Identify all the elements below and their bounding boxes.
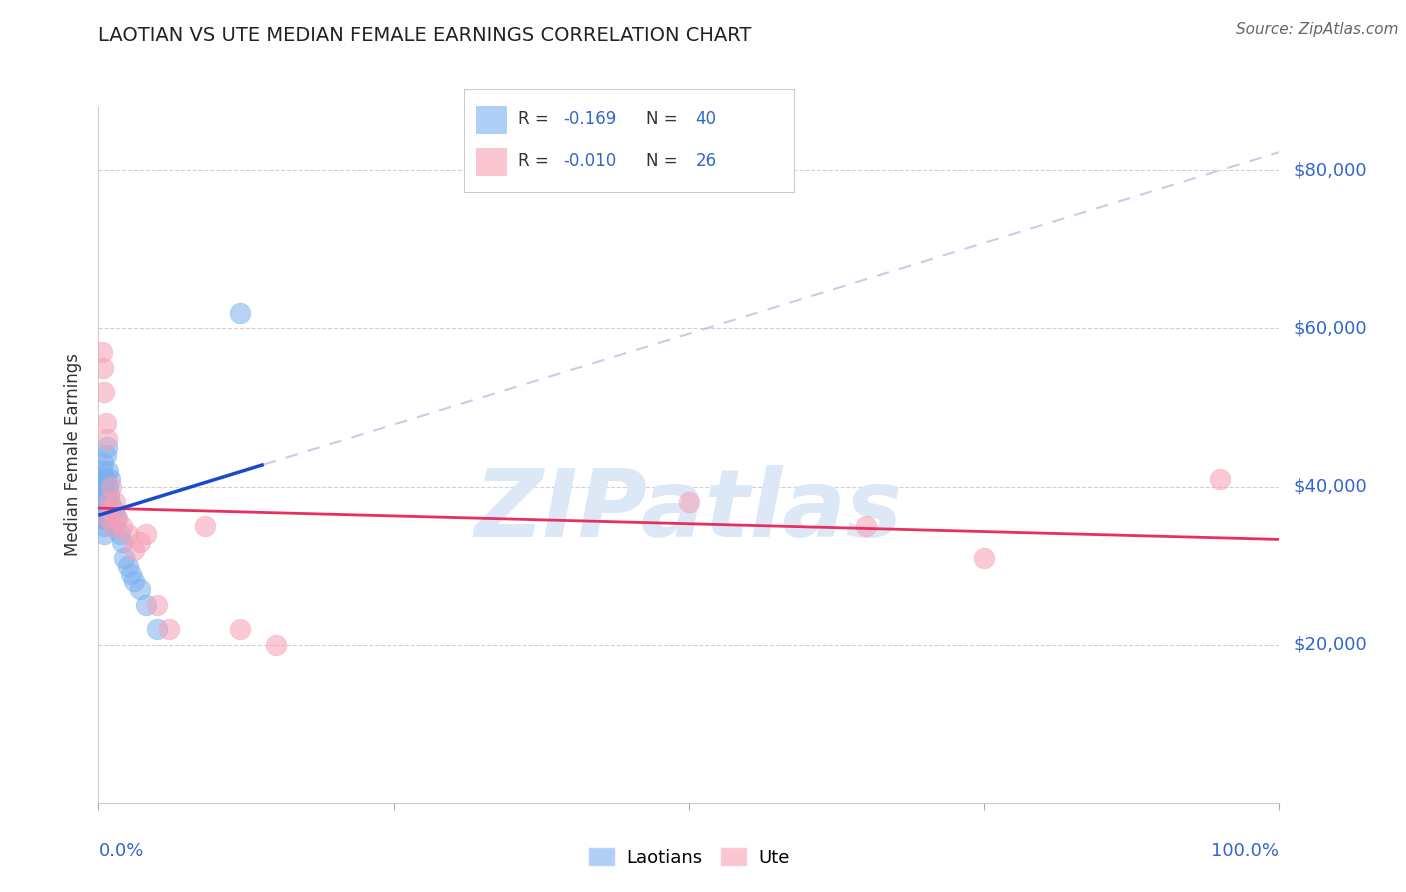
Point [94,487,117,501]
Point [91,456,114,470]
Point [97,464,120,478]
Point [100,479,122,493]
Point [91,472,114,486]
Text: $40,000: $40,000 [1294,477,1367,496]
Point [117,558,139,573]
Text: ZIPatlas: ZIPatlas [475,465,903,557]
Text: 0.0%: 0.0% [98,842,143,860]
Point [105,511,128,525]
Text: N =: N = [645,152,678,170]
Point [128,535,150,549]
Point [122,542,145,557]
Text: Source: ZipAtlas.com: Source: ZipAtlas.com [1236,22,1399,37]
Point [96,432,118,446]
Point [101,519,124,533]
Point [128,582,150,597]
Point [121,566,143,581]
Point [855,519,877,533]
Point [117,527,139,541]
Point [229,622,252,636]
Point [98,472,121,486]
Point [94,448,117,462]
Point [98,495,121,509]
Point [98,495,121,509]
Point [105,511,128,525]
Point [101,519,124,533]
Point [93,527,115,541]
Text: -0.010: -0.010 [562,152,616,170]
Point [146,598,169,612]
Y-axis label: Median Female Earnings: Median Female Earnings [65,353,83,557]
Point [111,519,134,533]
Point [91,495,114,509]
Point [973,550,995,565]
Text: $20,000: $20,000 [1294,636,1367,654]
Text: $60,000: $60,000 [1294,319,1367,337]
Point [96,440,118,454]
Point [91,345,114,359]
Point [112,550,135,565]
FancyBboxPatch shape [475,148,508,177]
FancyBboxPatch shape [475,106,508,134]
Point [97,511,120,525]
Point [98,487,121,501]
Point [98,511,121,525]
Point [91,503,114,517]
Point [94,511,117,525]
Point [264,638,287,652]
Point [90,511,112,525]
Point [194,519,217,533]
Point [97,479,120,493]
Point [135,527,157,541]
Point [108,527,131,541]
Point [94,472,117,486]
Text: R =: R = [519,152,550,170]
Point [91,487,114,501]
Point [90,479,112,493]
Point [94,417,117,431]
Point [157,622,180,636]
Point [93,519,115,533]
Point [91,511,114,525]
Point [146,622,169,636]
Point [135,598,157,612]
Text: $80,000: $80,000 [1294,161,1367,179]
Point [91,361,114,376]
Text: LAOTIAN VS UTE MEDIAN FEMALE EARNINGS CORRELATION CHART: LAOTIAN VS UTE MEDIAN FEMALE EARNINGS CO… [98,26,752,45]
Point [229,305,252,319]
Point [97,503,120,517]
Text: 100.0%: 100.0% [1212,842,1279,860]
Text: N =: N = [645,110,678,128]
Point [91,464,114,478]
Text: -0.169: -0.169 [562,110,616,128]
Point [103,503,125,517]
Point [122,574,145,589]
Point [93,384,115,399]
Point [93,495,115,509]
Text: 40: 40 [695,110,716,128]
Point [1209,472,1232,486]
Point [104,495,127,509]
Text: 26: 26 [695,152,717,170]
Point [111,535,134,549]
Legend: Laotians, Ute: Laotians, Ute [581,840,797,874]
Point [678,495,700,509]
Point [96,495,118,509]
Point [93,479,115,493]
Text: R =: R = [519,110,550,128]
Point [93,503,115,517]
Point [98,503,121,517]
